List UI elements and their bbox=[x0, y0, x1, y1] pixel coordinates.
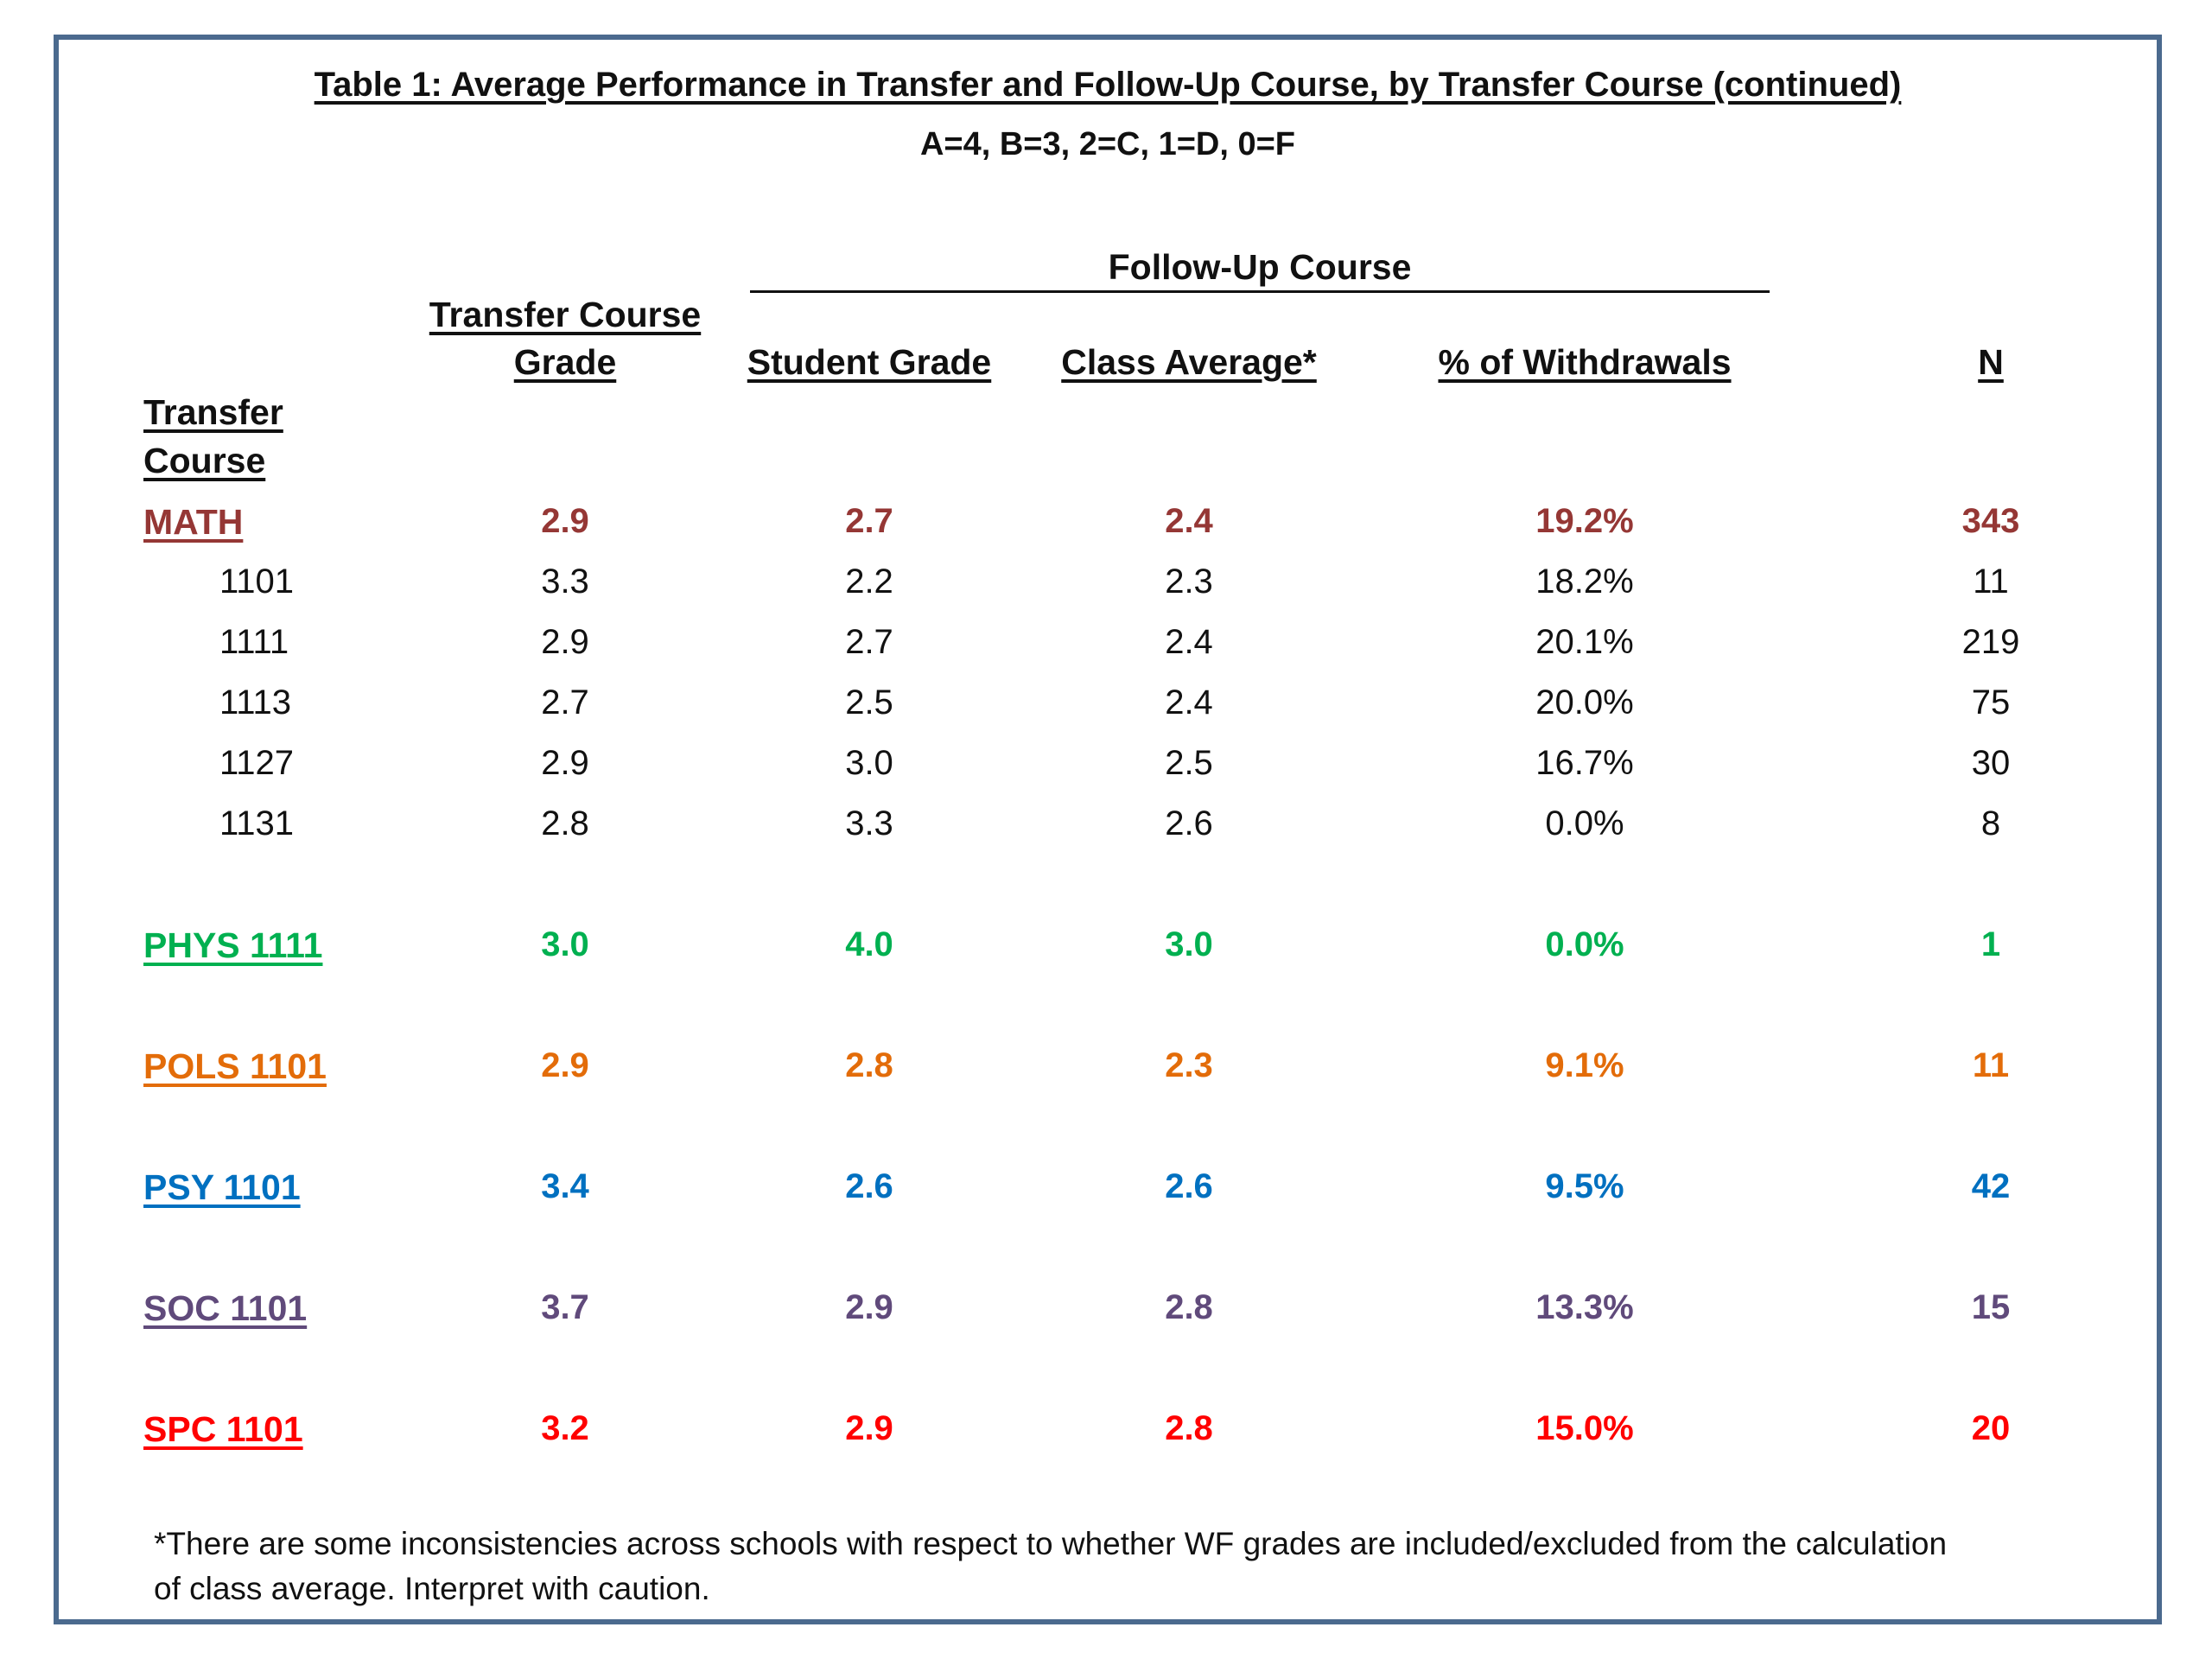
transfer-grade: 2.9 bbox=[541, 744, 589, 782]
student-grade: 2.8 bbox=[845, 1046, 893, 1084]
student-grade: 2.9 bbox=[845, 1409, 893, 1447]
course-name: PHYS 1111 bbox=[143, 925, 323, 965]
student-grade: 2.2 bbox=[845, 563, 893, 601]
class-average: 2.8 bbox=[1165, 1288, 1213, 1326]
class-average: 2.4 bbox=[1165, 623, 1213, 661]
transfer-grade: 2.8 bbox=[541, 804, 589, 842]
student-grade: 2.7 bbox=[845, 623, 893, 661]
table-frame: Table 1: Average Performance in Transfer… bbox=[54, 35, 2162, 1624]
withdrawals: 19.2% bbox=[1535, 502, 1634, 540]
header-student-grade: Student Grade bbox=[747, 342, 992, 382]
transfer-grade: 3.4 bbox=[541, 1167, 589, 1205]
course-name: 1131 bbox=[219, 804, 295, 842]
withdrawals: 9.5% bbox=[1545, 1167, 1624, 1205]
withdrawals: 0.0% bbox=[1545, 925, 1624, 963]
follow-up-course-header: Follow-Up Course bbox=[750, 247, 1770, 308]
course-name: PSY 1101 bbox=[143, 1167, 301, 1207]
course-name: 1101 bbox=[219, 563, 295, 601]
course-name: MATH bbox=[143, 502, 244, 542]
transfer-grade: 3.3 bbox=[541, 563, 589, 601]
header-class-average: Class Average* bbox=[1061, 342, 1317, 382]
class-average: 2.6 bbox=[1165, 804, 1213, 842]
student-grade: 2.6 bbox=[845, 1167, 893, 1205]
n-count: 8 bbox=[1980, 804, 2001, 842]
n-count: 30 bbox=[1971, 744, 2011, 782]
transfer-grade: 3.0 bbox=[541, 925, 589, 963]
transfer-grade: 2.9 bbox=[541, 623, 589, 661]
grade-scale-subtitle: A=4, B=3, 2=C, 1=D, 0=F bbox=[919, 126, 1296, 162]
n-count: 219 bbox=[1961, 623, 2020, 661]
class-average: 2.8 bbox=[1165, 1409, 1213, 1447]
student-grade: 3.3 bbox=[845, 804, 893, 842]
header-transfer-course-line2: Course bbox=[143, 441, 266, 480]
n-count: 20 bbox=[1971, 1409, 2011, 1447]
n-count: 11 bbox=[1972, 1046, 2010, 1084]
class-average: 2.3 bbox=[1165, 563, 1213, 601]
n-count: 343 bbox=[1961, 502, 2020, 540]
class-average: 2.3 bbox=[1165, 1046, 1213, 1084]
n-count: 11 bbox=[1973, 563, 2009, 601]
n-count: 1 bbox=[1980, 925, 2001, 963]
withdrawals: 0.0% bbox=[1545, 804, 1624, 842]
n-count: 15 bbox=[1971, 1288, 2011, 1326]
n-count: 42 bbox=[1971, 1167, 2011, 1205]
withdrawals: 20.1% bbox=[1535, 623, 1634, 661]
follow-up-label: Follow-Up Course bbox=[1103, 247, 1417, 288]
transfer-grade: 3.2 bbox=[541, 1409, 589, 1447]
course-name: 1127 bbox=[219, 744, 295, 782]
withdrawals: 13.3% bbox=[1535, 1288, 1634, 1326]
header-withdrawals: % of Withdrawals bbox=[1438, 342, 1732, 382]
class-average: 2.4 bbox=[1165, 683, 1213, 721]
header-transfer-grade-line2: Grade bbox=[513, 342, 617, 382]
transfer-grade: 3.7 bbox=[541, 1288, 589, 1326]
student-grade: 2.9 bbox=[845, 1288, 893, 1326]
course-name: 1111 bbox=[219, 623, 289, 661]
header-n: N bbox=[1978, 342, 2004, 382]
header-transfer-grade-line1: Transfer Course bbox=[429, 295, 702, 334]
student-grade: 3.0 bbox=[845, 744, 893, 782]
course-name: SOC 1101 bbox=[143, 1288, 308, 1328]
header-transfer-course-line1: Transfer bbox=[143, 392, 283, 432]
withdrawals: 16.7% bbox=[1535, 744, 1634, 782]
class-average: 3.0 bbox=[1165, 925, 1213, 963]
class-average: 2.6 bbox=[1165, 1167, 1213, 1205]
transfer-grade: 2.9 bbox=[541, 502, 589, 540]
follow-up-rule bbox=[750, 290, 1770, 293]
course-name: SPC 1101 bbox=[143, 1409, 303, 1449]
withdrawals: 15.0% bbox=[1535, 1409, 1634, 1447]
transfer-grade: 2.9 bbox=[541, 1046, 589, 1084]
class-average: 2.5 bbox=[1165, 744, 1213, 782]
class-average: 2.4 bbox=[1165, 502, 1213, 540]
student-grade: 2.7 bbox=[845, 502, 893, 540]
withdrawals: 9.1% bbox=[1545, 1046, 1624, 1084]
withdrawals: 18.2% bbox=[1535, 563, 1634, 601]
n-count: 75 bbox=[1971, 683, 2011, 721]
student-grade: 2.5 bbox=[845, 683, 893, 721]
table-title: Table 1: Average Performance in Transfer… bbox=[314, 66, 1902, 104]
transfer-grade: 2.7 bbox=[541, 683, 589, 721]
footnote: *There are some inconsistencies across s… bbox=[154, 1526, 1948, 1606]
withdrawals: 20.0% bbox=[1535, 683, 1634, 721]
course-name: 1113 bbox=[219, 683, 292, 721]
course-name: POLS 1101 bbox=[143, 1046, 327, 1086]
student-grade: 4.0 bbox=[845, 925, 893, 963]
